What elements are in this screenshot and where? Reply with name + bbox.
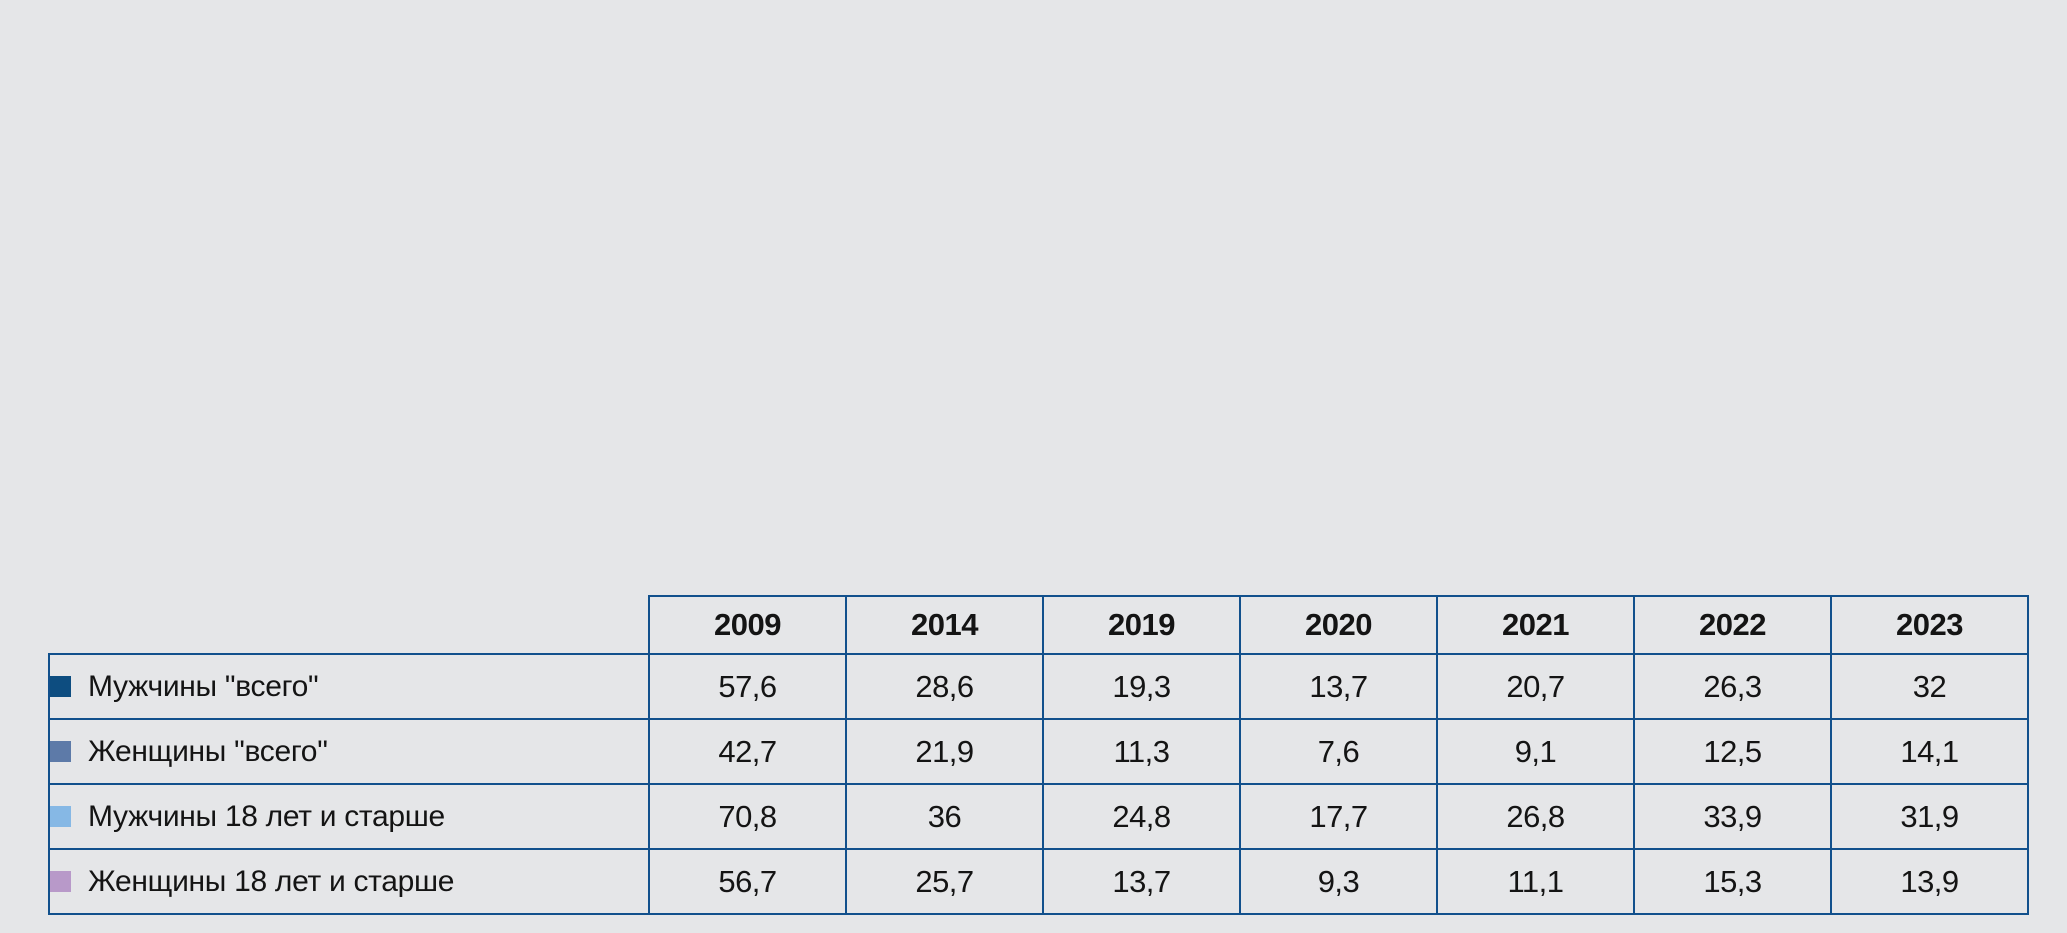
value-cell: 13,9 [1830, 848, 2029, 915]
value-cell: 11,1 [1436, 848, 1635, 915]
legend-cell: Женщины "всего" [48, 718, 650, 785]
year-header-2021: 2021 [1436, 595, 1635, 655]
value-cell: 11,3 [1042, 718, 1241, 785]
bar-row-2014 [648, 425, 2027, 510]
legend-label: Мужчины 18 лет и старше [88, 799, 445, 833]
legend-swatch-icon [51, 805, 71, 827]
legend-label: Мужчины "всего" [88, 669, 319, 703]
bar-row-2021 [648, 170, 2027, 255]
legend-cell: Мужчины "всего" [48, 653, 650, 720]
bar-plot-area [648, 0, 2027, 595]
value-cell: 42,7 [648, 718, 847, 785]
bar-row-2009 [648, 510, 2027, 595]
value-cell: 70,8 [648, 783, 847, 850]
value-cell: 14,1 [1830, 718, 2029, 785]
value-cell: 21,9 [845, 718, 1044, 785]
value-cell: 7,6 [1239, 718, 1438, 785]
value-cell: 19,3 [1042, 653, 1241, 720]
legend-cell: Женщины 18 лет и старше [48, 848, 650, 915]
value-cell: 57,6 [648, 653, 847, 720]
value-cell: 26,8 [1436, 783, 1635, 850]
year-header-2019: 2019 [1042, 595, 1241, 655]
table-corner-cell [49, 596, 649, 654]
value-cell: 31,9 [1830, 783, 2029, 850]
value-cell: 15,3 [1633, 848, 1832, 915]
bar-row-2019 [648, 340, 2027, 425]
value-cell: 33,9 [1633, 783, 1832, 850]
value-cell: 12,5 [1633, 718, 1832, 785]
value-cell: 32 [1830, 653, 2029, 720]
value-cell: 24,8 [1042, 783, 1241, 850]
year-header-2020: 2020 [1239, 595, 1438, 655]
year-header-2022: 2022 [1633, 595, 1832, 655]
data-table: 2009 2014 2019 2020 2021 2022 2023 Мужчины "вс… [48, 595, 2029, 915]
year-header-2023: 2023 [1830, 595, 2029, 655]
value-cell: 13,7 [1239, 653, 1438, 720]
legend-cell: Мужчины 18 лет и старше [48, 783, 650, 850]
bar-row-2022 [648, 85, 2027, 170]
year-header-row: 2009 2014 2019 2020 2021 2022 2023 [49, 595, 2029, 655]
legend-swatch-icon [51, 675, 71, 697]
value-cell: 13,7 [1042, 848, 1241, 915]
legend-label: Женщины "всего" [88, 734, 328, 768]
value-cell: 28,6 [845, 653, 1044, 720]
value-cell: 9,3 [1239, 848, 1438, 915]
value-cell: 17,7 [1239, 783, 1438, 850]
value-cell: 25,7 [845, 848, 1044, 915]
year-header-2009: 2009 [648, 595, 847, 655]
legend-label: Женщины 18 лет и старше [88, 864, 455, 898]
value-cell: 26,3 [1633, 653, 1832, 720]
value-cell: 56,7 [648, 848, 847, 915]
table-row: Мужчины "всего" 57,6 28,6 19,3 13,7 20,7 26,3 3… [48, 653, 2029, 720]
value-cell: 36 [845, 783, 1044, 850]
value-cell: 20,7 [1436, 653, 1635, 720]
table-row: Мужчины 18 лет и старше 70,8 36 24,8 17,7 26,… [48, 783, 2029, 850]
legend-swatch-icon [51, 740, 71, 762]
year-header-2014: 2014 [845, 595, 1044, 655]
bar-row-2020 [648, 255, 2027, 340]
table-row: Женщины 18 лет и старше 56,7 25,7 13,7 9,3 11… [48, 848, 2029, 915]
legend-swatch-icon [51, 870, 71, 892]
bar-row-2023 [648, 0, 2027, 85]
table-row: Женщины "всего" 42,7 21,9 11,3 7,6 9,1 12,5 14,… [48, 718, 2029, 785]
value-cell: 9,1 [1436, 718, 1635, 785]
